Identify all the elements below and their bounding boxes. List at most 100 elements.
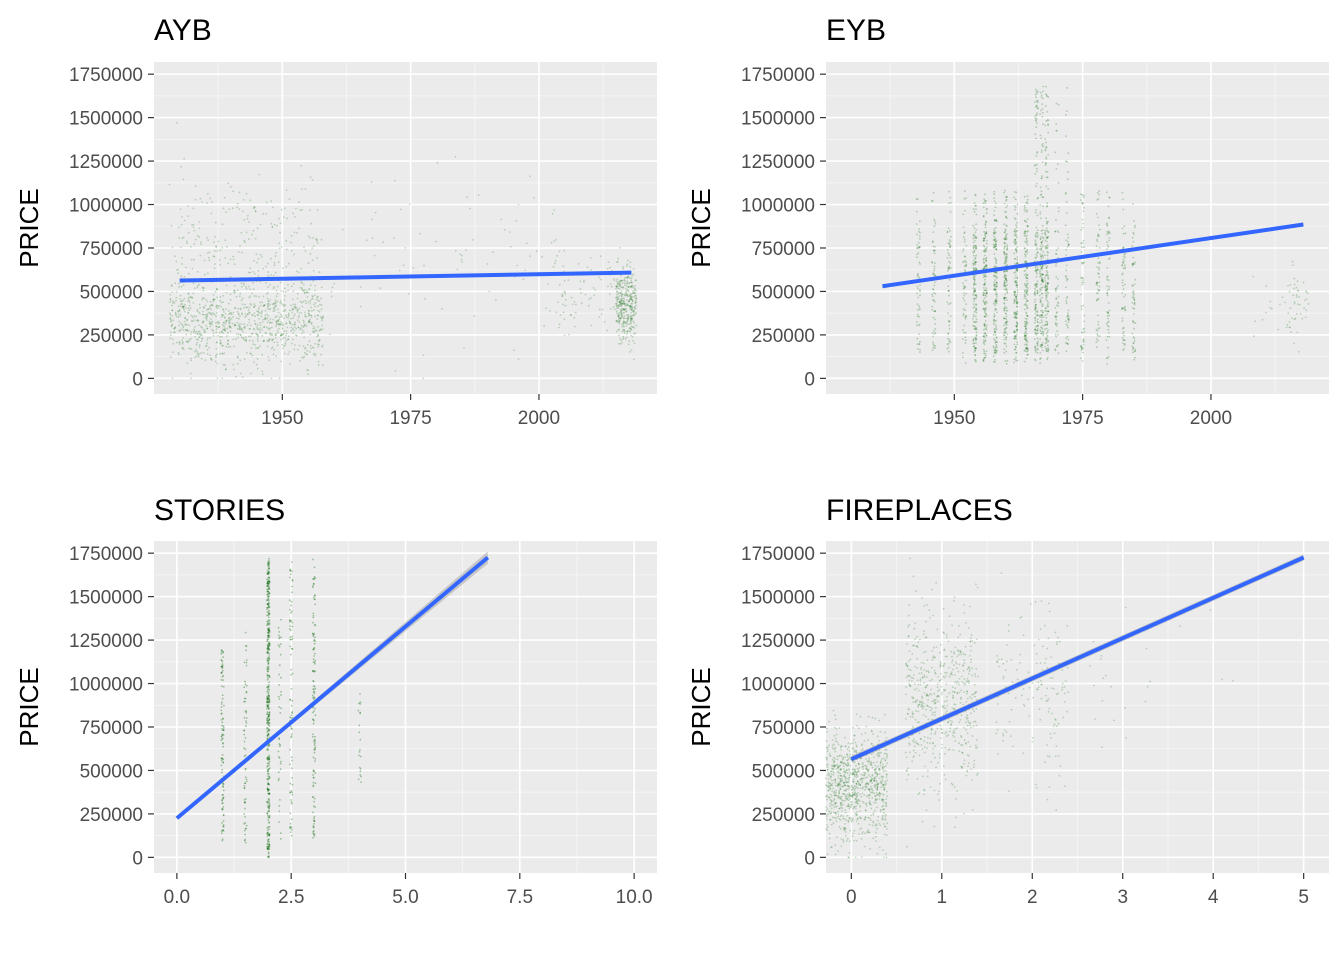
- data-point: [243, 740, 246, 743]
- data-point: [994, 232, 996, 235]
- data-point: [1005, 324, 1008, 326]
- data-point: [214, 221, 217, 224]
- data-point: [267, 286, 269, 288]
- data-point: [1044, 346, 1047, 348]
- data-point: [313, 331, 316, 334]
- data-point: [265, 293, 268, 295]
- data-point: [993, 239, 995, 242]
- data-point: [291, 638, 294, 640]
- data-point: [279, 832, 282, 835]
- data-point: [1006, 248, 1009, 251]
- data-point: [1045, 161, 1047, 164]
- data-point: [1083, 314, 1086, 317]
- data-point: [972, 267, 975, 269]
- data-point: [1036, 112, 1038, 115]
- data-point: [277, 311, 280, 314]
- data-point: [1044, 124, 1047, 127]
- data-point: [276, 285, 279, 288]
- data-point: [631, 308, 633, 311]
- data-point: [287, 338, 290, 341]
- data-point: [234, 307, 236, 309]
- data-point: [311, 309, 313, 312]
- data-point: [1065, 264, 1068, 267]
- data-point: [918, 323, 921, 326]
- data-point: [441, 307, 443, 310]
- data-point: [320, 353, 322, 356]
- data-point: [220, 759, 223, 762]
- data-point: [1106, 267, 1109, 269]
- data-point: [1044, 286, 1047, 289]
- data-point: [984, 235, 987, 238]
- data-point: [219, 342, 222, 345]
- data-point: [287, 312, 290, 315]
- data-point: [290, 561, 293, 563]
- data-point: [312, 269, 315, 272]
- data-point: [238, 317, 240, 320]
- data-point: [994, 339, 997, 342]
- data-point: [275, 325, 277, 328]
- data-point: [1006, 270, 1008, 272]
- data-point: [280, 290, 283, 292]
- data-point: [994, 275, 997, 278]
- data-point: [983, 287, 985, 289]
- data-point: [1047, 154, 1050, 156]
- data-point: [624, 276, 626, 279]
- data-point: [280, 334, 282, 337]
- data-point: [623, 317, 625, 320]
- data-point: [179, 315, 181, 317]
- data-point: [1293, 287, 1295, 290]
- data-point: [222, 718, 225, 720]
- data-point: [224, 257, 227, 259]
- data-point: [1081, 283, 1084, 286]
- data-point: [1039, 338, 1041, 340]
- data-point: [183, 297, 186, 300]
- data-point: [244, 841, 247, 844]
- data-point: [268, 803, 271, 805]
- data-point: [1004, 331, 1006, 334]
- data-point: [256, 333, 259, 336]
- data-point: [1026, 314, 1028, 317]
- data-point: [918, 246, 921, 248]
- data-point: [1057, 103, 1060, 106]
- data-point: [200, 325, 202, 328]
- data-point: [314, 284, 316, 287]
- data-point: [993, 214, 995, 217]
- data-point: [512, 349, 515, 352]
- data-point: [1016, 341, 1019, 343]
- data-point: [631, 298, 633, 301]
- data-point: [983, 274, 986, 277]
- data-point: [629, 320, 632, 323]
- data-point: [252, 340, 254, 342]
- data-point: [287, 262, 290, 265]
- data-point: [1015, 281, 1018, 284]
- data-point: [185, 340, 188, 343]
- data-point: [201, 326, 203, 329]
- data-point: [1121, 281, 1124, 284]
- data-point: [975, 246, 977, 249]
- data-point: [983, 267, 986, 270]
- data-point: [1068, 318, 1070, 321]
- data-point: [623, 308, 625, 311]
- data-point: [186, 242, 188, 245]
- data-point: [1081, 201, 1084, 204]
- data-point: [234, 324, 237, 326]
- data-point: [931, 293, 933, 296]
- data-point: [1046, 323, 1048, 326]
- data-point: [1046, 299, 1049, 302]
- data-point: [266, 594, 269, 596]
- data-point: [1041, 254, 1044, 257]
- data-point: [359, 305, 362, 308]
- data-point: [1026, 198, 1029, 201]
- data-point: [1003, 271, 1005, 273]
- data-point: [312, 578, 314, 580]
- data-point: [620, 297, 623, 300]
- data-point: [1026, 350, 1028, 353]
- data-point: [1065, 212, 1068, 214]
- data-point: [358, 702, 360, 705]
- data-point: [1036, 151, 1039, 153]
- data-point: [283, 317, 286, 319]
- data-point: [268, 681, 271, 683]
- data-point: [239, 372, 242, 375]
- data-point: [1106, 285, 1109, 287]
- data-point: [221, 669, 224, 672]
